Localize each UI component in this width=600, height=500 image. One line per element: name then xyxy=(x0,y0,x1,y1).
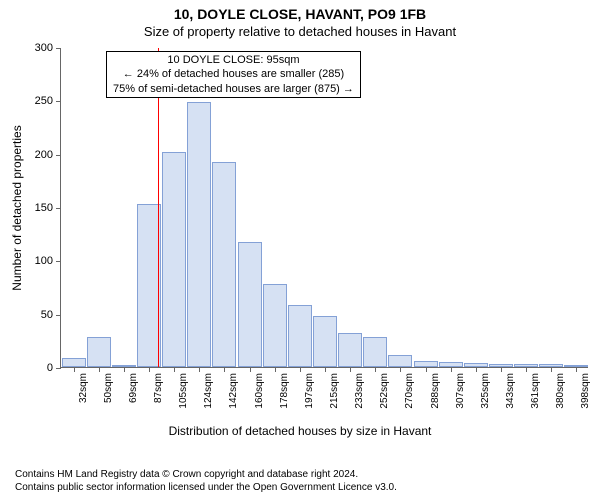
x-tick xyxy=(224,367,225,372)
x-tick xyxy=(526,367,527,372)
y-tick-label: 50 xyxy=(41,309,61,321)
attribution-text: Contains HM Land Registry data © Crown c… xyxy=(0,468,600,494)
chart-container: { "title": { "text": "10, DOYLE CLOSE, H… xyxy=(0,0,600,500)
x-tick-label: 142sqm xyxy=(228,373,239,409)
bar xyxy=(263,284,287,367)
x-tick xyxy=(426,367,427,372)
chart-title: 10, DOYLE CLOSE, HAVANT, PO9 1FB xyxy=(0,6,600,22)
bar xyxy=(313,316,337,367)
x-tick xyxy=(124,367,125,372)
annotation-line: 10 DOYLE CLOSE: 95sqm xyxy=(113,53,354,67)
x-tick xyxy=(501,367,502,372)
y-tick-label: 150 xyxy=(35,202,61,214)
x-tick-label: 361sqm xyxy=(530,373,541,409)
x-tick-label: 87sqm xyxy=(153,373,164,403)
x-tick-label: 233sqm xyxy=(354,373,365,409)
x-tick-label: 288sqm xyxy=(430,373,441,409)
x-tick xyxy=(476,367,477,372)
x-tick xyxy=(451,367,452,372)
x-tick-label: 124sqm xyxy=(203,373,214,409)
x-axis-label: Distribution of detached houses by size … xyxy=(0,424,600,438)
x-tick xyxy=(300,367,301,372)
bar xyxy=(288,305,312,367)
bar xyxy=(162,152,186,367)
y-tick-label: 200 xyxy=(35,149,61,161)
x-tick-label: 160sqm xyxy=(254,373,265,409)
x-tick-label: 252sqm xyxy=(379,373,390,409)
x-tick xyxy=(250,367,251,372)
bar xyxy=(212,162,236,367)
x-tick-label: 32sqm xyxy=(78,373,89,403)
y-tick-label: 300 xyxy=(35,42,61,54)
chart-subtitle: Size of property relative to detached ho… xyxy=(0,24,600,39)
y-tick-label: 0 xyxy=(47,362,61,374)
bar xyxy=(87,337,111,367)
bar xyxy=(338,333,362,367)
x-tick xyxy=(275,367,276,372)
bar xyxy=(363,337,387,367)
x-tick xyxy=(174,367,175,372)
x-tick-label: 398sqm xyxy=(580,373,591,409)
x-tick xyxy=(400,367,401,372)
y-tick-label: 100 xyxy=(35,255,61,267)
x-tick xyxy=(149,367,150,372)
annotation-line: ← 24% of detached houses are smaller (28… xyxy=(113,67,354,81)
bar xyxy=(238,242,262,367)
annotation-line: 75% of semi-detached houses are larger (… xyxy=(113,82,354,96)
x-tick-label: 105sqm xyxy=(178,373,189,409)
x-tick-label: 343sqm xyxy=(505,373,516,409)
x-tick xyxy=(99,367,100,372)
x-tick xyxy=(551,367,552,372)
bar xyxy=(388,355,412,367)
annotation-callout: 10 DOYLE CLOSE: 95sqm← 24% of detached h… xyxy=(106,51,361,98)
x-tick xyxy=(74,367,75,372)
attribution-line: Contains HM Land Registry data © Crown c… xyxy=(15,468,600,481)
y-axis-label: Number of detached properties xyxy=(10,125,24,290)
x-tick xyxy=(375,367,376,372)
bar xyxy=(62,358,86,367)
x-tick-label: 380sqm xyxy=(555,373,566,409)
x-tick-label: 50sqm xyxy=(103,373,114,403)
x-tick-label: 325sqm xyxy=(480,373,491,409)
x-tick-label: 270sqm xyxy=(404,373,415,409)
x-tick-label: 178sqm xyxy=(279,373,290,409)
x-tick xyxy=(325,367,326,372)
x-tick-label: 197sqm xyxy=(304,373,315,409)
x-tick xyxy=(576,367,577,372)
x-tick xyxy=(199,367,200,372)
bar xyxy=(187,102,211,367)
attribution-line: Contains public sector information licen… xyxy=(15,481,600,494)
x-tick-label: 69sqm xyxy=(128,373,139,403)
x-tick-label: 215sqm xyxy=(329,373,340,409)
x-tick-label: 307sqm xyxy=(455,373,466,409)
y-tick-label: 250 xyxy=(35,95,61,107)
x-tick xyxy=(350,367,351,372)
